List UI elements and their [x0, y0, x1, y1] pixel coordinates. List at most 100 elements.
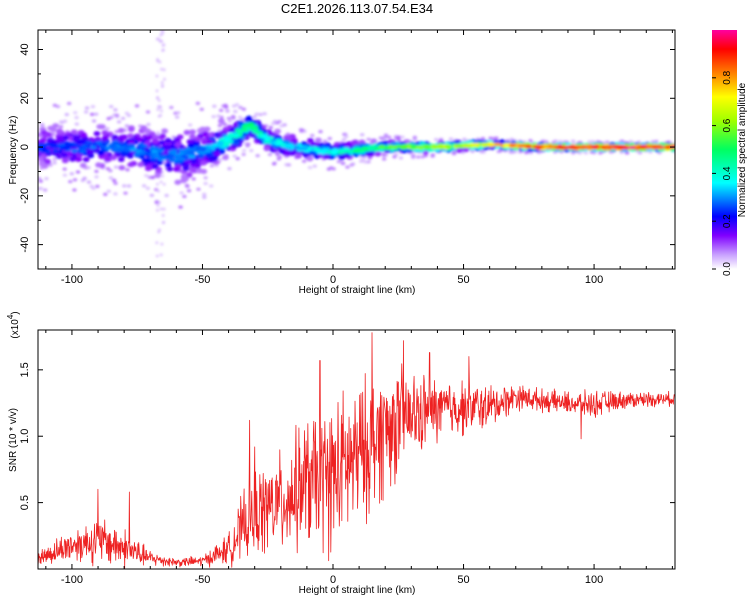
- spectrogram-speckle: [156, 96, 160, 100]
- spectrogram-core: [422, 144, 430, 149]
- spectrogram-blob: [82, 156, 90, 163]
- spectrogram-speckle: [156, 204, 160, 208]
- spectrogram-blob: [199, 126, 207, 132]
- snr-y-multiplier: (x104): [6, 311, 21, 338]
- spectrogram-speckle: [155, 182, 159, 186]
- spectrogram-blob: [206, 139, 214, 145]
- spectrogram-core: [390, 145, 398, 149]
- spectrogram-blob: [93, 130, 101, 137]
- spectrogram-blob: [145, 134, 153, 140]
- spectrogram-core: [670, 144, 675, 149]
- spectrogram-blob: [60, 152, 68, 158]
- spectrogram-core: [129, 147, 137, 152]
- spectrogram-speckle: [162, 68, 166, 72]
- snr-border: [37, 329, 676, 570]
- spectrogram-blob: [145, 164, 153, 170]
- spectrogram-speckle: [496, 149, 501, 154]
- spectrogram-speckle: [587, 140, 592, 144]
- snr-multiplier-base: (x10: [10, 319, 21, 339]
- spectrogram-speckle: [39, 123, 45, 127]
- spectrogram-speckle: [156, 189, 160, 193]
- spectrogram-speckle: [383, 133, 389, 137]
- spectrogram-blob: [306, 137, 314, 144]
- spectrogram-core: [264, 137, 272, 142]
- spectrogram-blob: [144, 157, 152, 163]
- spectrogram-blob: [151, 139, 159, 145]
- spectrogram-speckle: [218, 108, 224, 112]
- spectrogram-blob: [274, 128, 282, 134]
- spectrogram-speckle: [282, 123, 287, 127]
- spectrogram-blob: [55, 153, 63, 160]
- spectrogram-x-ticks: -100 -50 0 50 100: [45, 30, 673, 286]
- y-tick-label: 0.5: [19, 495, 31, 510]
- spectrogram-speckle: [122, 184, 127, 188]
- spectrogram-blob: [56, 135, 64, 142]
- spectrogram-speckle: [252, 115, 257, 119]
- spectrogram-core: [218, 137, 226, 142]
- spectrogram-speckle: [150, 175, 155, 180]
- spectrogram-speckle: [267, 152, 273, 157]
- spectrogram-speckle: [124, 124, 130, 128]
- spectrogram-core: [313, 147, 321, 151]
- spectrogram-blob: [120, 134, 128, 140]
- spectrogram-blob: [117, 127, 125, 134]
- spectrogram-blob: [248, 132, 256, 138]
- spectrogram-speckle: [202, 192, 207, 196]
- spectrogram-speckle: [162, 220, 166, 224]
- y-tick-label: 20: [19, 92, 31, 104]
- spectrogram-speckle: [216, 114, 221, 118]
- spectrogram-core: [456, 144, 464, 148]
- spectrogram-core: [338, 148, 346, 153]
- spectrogram-speckle: [157, 98, 161, 102]
- spectrogram-speckle: [416, 155, 421, 159]
- spectrogram-core: [179, 148, 187, 153]
- spectrogram-speckle: [95, 184, 100, 188]
- spectrogram-speckle: [209, 184, 214, 188]
- spectrogram-speckle: [90, 105, 96, 109]
- spectrogram-speckle: [277, 119, 282, 124]
- spectrogram-speckle: [237, 115, 243, 119]
- spectrogram-core: [183, 152, 191, 156]
- x-tick-label: 0: [330, 274, 336, 286]
- spectrogram-speckle: [494, 136, 499, 140]
- x-tick-label: 50: [457, 574, 469, 586]
- colorbar-tick-label: 0.8: [722, 70, 733, 84]
- spectrogram-blob: [44, 158, 51, 164]
- spectrogram-speckle: [271, 162, 277, 166]
- spectrogram-blob: [75, 156, 83, 163]
- x-tick-label: -50: [195, 274, 211, 286]
- spectrogram-core: [628, 145, 636, 150]
- spectrogram-blob: [38, 160, 46, 167]
- spectrogram-panel: -100 -50 0 50 100 -40 -20 0 20 40 Height of stra…: [8, 29, 676, 296]
- spectrogram-blob: [161, 128, 169, 134]
- spectrogram-speckle: [509, 150, 514, 154]
- spectrogram-speckle: [199, 107, 204, 111]
- spectrogram-core: [247, 122, 255, 126]
- spectrogram-speckle: [155, 254, 159, 258]
- spectrogram-speckle: [434, 137, 439, 142]
- x-tick-label: -100: [61, 274, 83, 286]
- colorbar-ticks: 0.0 0.2 0.4 0.6 0.8: [712, 70, 733, 276]
- spectrogram-core: [133, 152, 141, 157]
- spectrogram-blob: [166, 166, 174, 172]
- spectrogram-speckle: [191, 177, 196, 181]
- snr-x-label: Height of straight line (km): [299, 585, 416, 596]
- spectrogram-speckle: [448, 137, 454, 141]
- spectrogram-core: [232, 133, 240, 138]
- spectrogram-speckle: [144, 174, 149, 178]
- spectrogram-core: [197, 155, 205, 159]
- spectrogram-speckle: [254, 112, 259, 116]
- x-tick-label: 0: [330, 574, 336, 586]
- spectrogram-core: [188, 149, 196, 153]
- spectrogram-speckle: [262, 112, 267, 116]
- spectrogram-speckle: [650, 140, 656, 144]
- spectrogram-speckle: [160, 84, 164, 88]
- spectrogram-speckle: [38, 176, 42, 181]
- spectrogram-blob: [110, 155, 117, 161]
- spectrogram-core: [261, 134, 269, 139]
- spectrogram-speckle: [155, 208, 159, 212]
- spectrogram-blob: [185, 172, 193, 178]
- spectrogram-speckle: [286, 163, 292, 167]
- spectrogram-blob: [137, 161, 145, 168]
- spectrogram-core: [548, 145, 556, 149]
